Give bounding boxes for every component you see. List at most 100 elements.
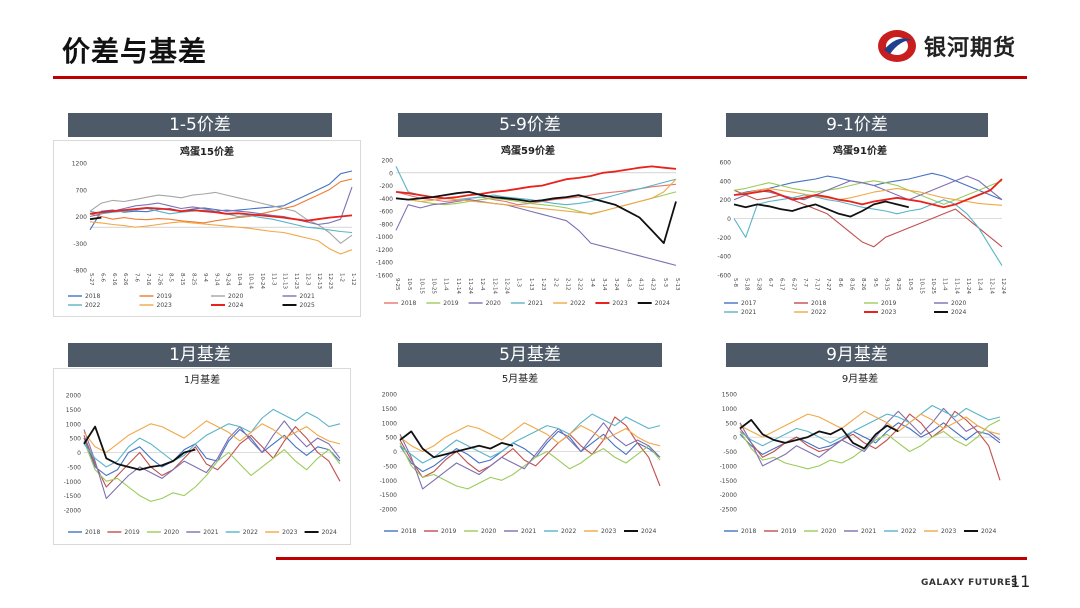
x-tick-label: 10-24: [259, 273, 265, 289]
legend-item: 2018: [68, 529, 100, 536]
series-line-2023: [733, 178, 1003, 209]
chart-title: 9月基差: [842, 372, 878, 385]
y-tick-label: 1500: [382, 406, 397, 413]
y-tick-label: 2000: [66, 393, 81, 400]
legend-label: 2018: [85, 293, 100, 300]
y-tick-label: 400: [720, 178, 732, 185]
legend-item: 2019: [424, 528, 456, 535]
y-tick-label: -500: [383, 463, 397, 470]
legend-label: 2017: [741, 300, 756, 307]
legend-label: 2020: [228, 293, 243, 300]
x-tick-label: 6-27: [790, 278, 796, 291]
series-line-2018: [83, 428, 341, 477]
legend-item: 2024: [934, 309, 966, 315]
x-tick-label: 12-24: [1000, 278, 1006, 294]
legend-item: 2018: [68, 293, 100, 300]
series-line-2021: [733, 194, 1003, 266]
chart-spread-5-9: 鸡蛋59价差 200 0 -200 -400 -600 -800 -1000 -1200 -140…: [370, 140, 686, 315]
series-line-2022: [399, 413, 661, 464]
legend-item: 2024: [637, 300, 670, 307]
legend-label: 2020: [821, 528, 836, 535]
chart-spread-1-5: 鸡蛋15价差 1200 700 200 -300 -800 5-27 6-6 6-16 6-26 7…: [53, 140, 361, 317]
x-tick-label: 10-15: [418, 278, 424, 294]
y-tick-label: 1500: [722, 392, 737, 399]
legend-item: 2023: [265, 529, 298, 536]
x-tick-label: 5-27: [88, 273, 94, 286]
y-tick-label: 600: [720, 160, 732, 167]
y-tick-label: -1500: [64, 493, 82, 500]
chart-svg: 9月基差 1500 1000 500 0 -500 -1000 -1500 -2000 -2500…: [720, 372, 1001, 535]
legend-label: 2023: [612, 300, 627, 307]
legend-item: 2020: [468, 300, 501, 307]
legend-label: 2024: [322, 529, 337, 536]
y-tick-label: 1000: [66, 421, 81, 428]
x-tick-label: 7-7: [802, 278, 808, 287]
legend-label: 2021: [300, 293, 315, 300]
legend-label: 2020: [481, 528, 496, 535]
panel-header-jan-basis: 1月基差: [68, 343, 332, 367]
series-line-2023: [89, 221, 353, 255]
legend-label: 2018: [741, 528, 756, 535]
legend-item: 2022: [553, 300, 586, 307]
legend-item: 2018: [384, 300, 416, 307]
y-tick-label: -500: [723, 449, 737, 456]
x-tick-label: 9-14: [213, 273, 219, 286]
x-tick-label: 5-13: [674, 278, 680, 291]
y-tick-label: -200: [717, 235, 731, 242]
x-tick-label: 1-23: [540, 278, 546, 291]
legend-label: 2023: [601, 528, 616, 535]
y-tick-label: -1000: [376, 234, 394, 241]
x-tick-label: 6-7: [767, 278, 773, 287]
x-tick-label: 6-16: [111, 273, 117, 286]
legend-label: 2023: [157, 302, 172, 309]
y-tick-label: 1000: [382, 420, 397, 427]
series-line-2021: [399, 422, 661, 490]
y-tick-label: -1600: [376, 273, 394, 280]
x-tick-label: 11-24: [965, 278, 971, 294]
legend-label: 2020: [951, 300, 966, 307]
legend-label: 2024: [951, 309, 966, 315]
legend-label: 2023: [282, 529, 297, 536]
legend-item: 2021: [844, 528, 876, 535]
series-line-2019: [733, 180, 1003, 205]
legend-item: 2021: [504, 528, 536, 535]
x-tick-label: 2-2: [552, 278, 558, 287]
y-tick-label: -2000: [380, 507, 398, 514]
y-tick-label: -1000: [64, 479, 82, 486]
y-tick-label: -500: [67, 464, 81, 471]
x-tick-label: 9-5: [872, 278, 878, 287]
x-tick-label: 1-3: [516, 278, 522, 287]
y-tick-label: 500: [386, 435, 398, 442]
legend-item: 2024: [304, 529, 337, 536]
legend-label: 2018: [401, 300, 416, 307]
page-number: 11: [1010, 572, 1031, 591]
x-tick-label: 9-25: [394, 278, 400, 291]
series-line-2023: [739, 410, 1001, 438]
x-tick-label: 11-13: [282, 273, 288, 289]
legend-item: 2019: [426, 300, 459, 307]
x-tick-label: 7-6: [134, 273, 140, 282]
legend-item: 2022: [544, 528, 576, 535]
legend-label: 2021: [861, 528, 876, 535]
series-line-2020: [395, 199, 677, 266]
series-line-2024: [739, 419, 899, 450]
x-tick-label: 9-25: [895, 278, 901, 291]
y-tick-label: -1500: [380, 492, 398, 499]
y-tick-label: -1000: [720, 463, 738, 470]
panel-header-9-1: 9-1价差: [726, 113, 988, 137]
series-line-2022: [83, 408, 341, 468]
series-line-2024: [89, 207, 353, 222]
legend-item: 2018: [384, 528, 416, 535]
y-tick-label: 200: [720, 197, 732, 204]
x-tick-label: 10-5: [406, 278, 412, 291]
title-divider: [53, 76, 1027, 79]
series-line-2018: [395, 183, 677, 206]
panel-header-1-5: 1-5价差: [68, 113, 332, 137]
x-tick-label: 8-6: [837, 278, 843, 287]
page-title: 价差与基差: [62, 35, 208, 68]
legend-item: 2022: [68, 302, 100, 309]
legend-label: 2021: [741, 309, 756, 315]
y-tick-label: -2000: [64, 508, 82, 515]
chart-title: 鸡蛋91价差: [832, 144, 887, 157]
